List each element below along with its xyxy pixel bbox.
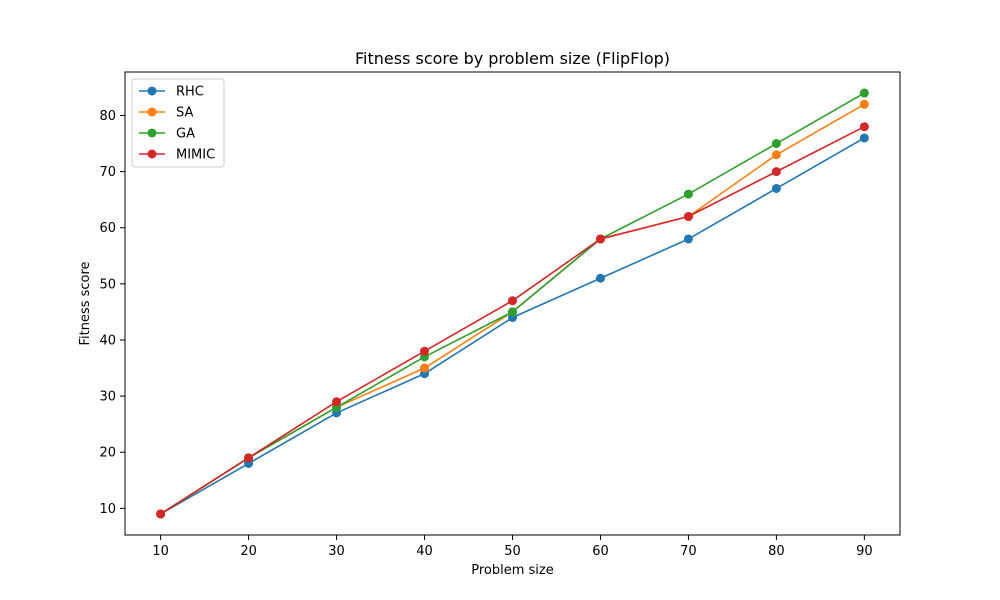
data-point-sa	[771, 150, 781, 160]
x-axis: 10 20 30 40 50 60 70 80 90	[152, 535, 873, 559]
y-tick-label: 10	[99, 502, 116, 517]
data-point-mimic	[156, 509, 166, 519]
legend-marker-rhc	[147, 86, 157, 96]
data-point-mimic	[859, 122, 869, 132]
data-point-mimic	[771, 167, 781, 177]
y-tick-label: 60	[99, 221, 116, 236]
y-axis-label: Fitness score	[78, 261, 93, 345]
x-tick-label: 90	[856, 544, 873, 559]
y-tick-label: 70	[99, 165, 116, 180]
x-tick-label: 70	[680, 544, 697, 559]
legend-item-mimic: MIMIC	[139, 148, 215, 163]
data-point-mimic	[683, 212, 693, 222]
x-tick-label: 80	[768, 544, 785, 559]
y-axis: 10 20 30 40 50 60 70 80	[99, 109, 125, 517]
data-point-mimic	[420, 346, 430, 356]
legend-label-rhc: RHC	[176, 85, 204, 100]
legend-label-mimic: MIMIC	[176, 148, 215, 163]
y-tick-label: 30	[99, 390, 116, 405]
x-tick-label: 20	[240, 544, 257, 559]
data-point-sa	[859, 99, 869, 109]
chart-title: Fitness score by problem size (FlipFlop)	[355, 49, 670, 68]
x-axis-label: Problem size	[471, 563, 554, 578]
data-point-rhc	[595, 273, 605, 283]
data-point-sa	[420, 363, 430, 373]
plot-area	[156, 88, 869, 519]
legend-item-sa: SA	[139, 106, 193, 121]
data-point-ga	[508, 307, 517, 317]
data-point-mimic	[508, 296, 517, 306]
legend-label-ga: GA	[176, 127, 195, 142]
x-tick-label: 40	[416, 544, 433, 559]
legend-box	[131, 78, 225, 168]
y-tick-label: 80	[99, 109, 116, 124]
data-point-mimic	[244, 453, 254, 463]
legend-marker-sa	[147, 107, 157, 117]
y-tick-label: 40	[99, 333, 116, 348]
y-tick-label: 20	[99, 446, 116, 461]
series-mimic	[156, 122, 869, 519]
data-point-mimic	[332, 397, 342, 407]
legend-marker-ga	[147, 128, 157, 138]
x-tick-label: 60	[592, 544, 609, 559]
data-point-rhc	[683, 234, 693, 244]
y-tick-label: 50	[99, 277, 116, 292]
legend-item-rhc: RHC	[139, 85, 204, 100]
x-tick-label: 10	[152, 544, 169, 559]
legend-label-sa: SA	[176, 106, 193, 121]
data-point-rhc	[859, 133, 869, 143]
data-point-rhc	[771, 183, 781, 193]
data-point-ga	[771, 139, 781, 149]
data-point-ga	[859, 88, 869, 98]
legend-item-ga: GA	[139, 127, 195, 142]
legend: RHC SA GA MIMIC	[131, 78, 225, 168]
legend-marker-mimic	[147, 149, 157, 159]
data-point-ga	[683, 189, 693, 199]
x-tick-label: 50	[504, 544, 521, 559]
data-point-mimic	[595, 234, 605, 244]
x-tick-label: 30	[328, 544, 345, 559]
